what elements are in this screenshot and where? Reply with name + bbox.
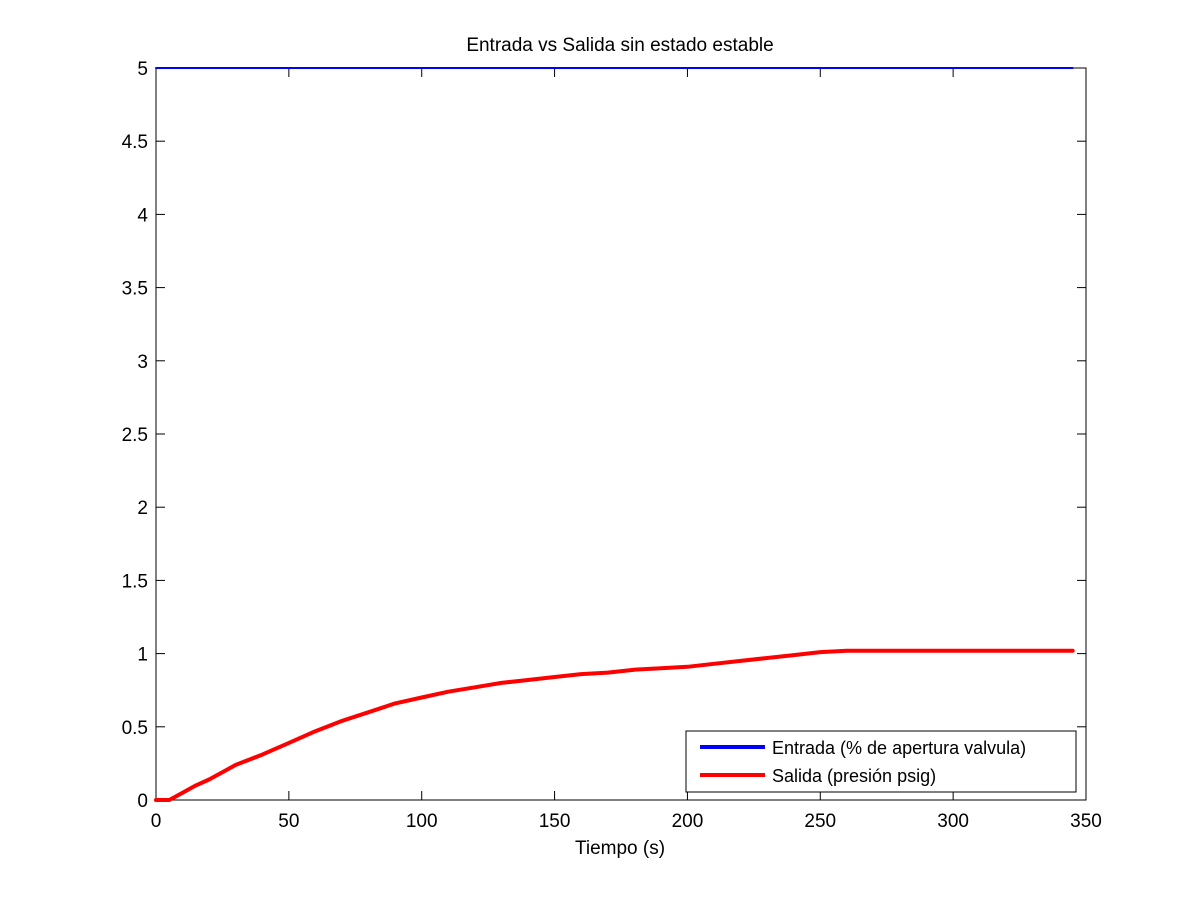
axes-box	[155, 67, 1087, 801]
x-tick-label: 150	[539, 811, 571, 832]
x-tick-label: 100	[406, 811, 438, 832]
y-tick-label: 3	[137, 352, 148, 373]
y-tick-label: 2.5	[122, 425, 148, 446]
y-tick-label: 2	[137, 498, 148, 519]
y-tick-label: 1.5	[122, 571, 148, 592]
x-tick-label: 50	[278, 811, 299, 832]
y-tick-label: 4.5	[122, 132, 148, 153]
legend: Entrada (% de apertura valvula) Salida (p…	[685, 730, 1077, 793]
chart-title: Entrada vs Salida sin estado estable	[466, 35, 773, 56]
series-line-2	[154, 648, 1075, 802]
y-tick-label: 0.5	[122, 718, 148, 739]
legend-label-1: Entrada (% de apertura valvula)	[772, 738, 1026, 758]
y-tick-label: 0	[137, 791, 148, 812]
x-tick-label: 200	[672, 811, 704, 832]
x-tick-label: 0	[151, 811, 162, 832]
y-tick-label: 3.5	[122, 279, 148, 300]
legend-box	[685, 730, 1077, 793]
y-tick-label: 1	[137, 645, 148, 666]
x-tick-label: 300	[937, 811, 969, 832]
plot-area: 0 50 100 150 200 250 300 350 0 0.5 1 1.5 2 2.5 3 3.5 4 4.…	[122, 59, 1102, 832]
legend-label-2: Salida (presión psig)	[772, 766, 936, 786]
y-tick-label: 4	[137, 205, 148, 226]
y-tick-label: 5	[137, 59, 148, 80]
x-tick-label: 350	[1070, 811, 1102, 832]
x-tick-label: 250	[804, 811, 836, 832]
x-axis-title: Tiempo (s)	[575, 838, 665, 859]
